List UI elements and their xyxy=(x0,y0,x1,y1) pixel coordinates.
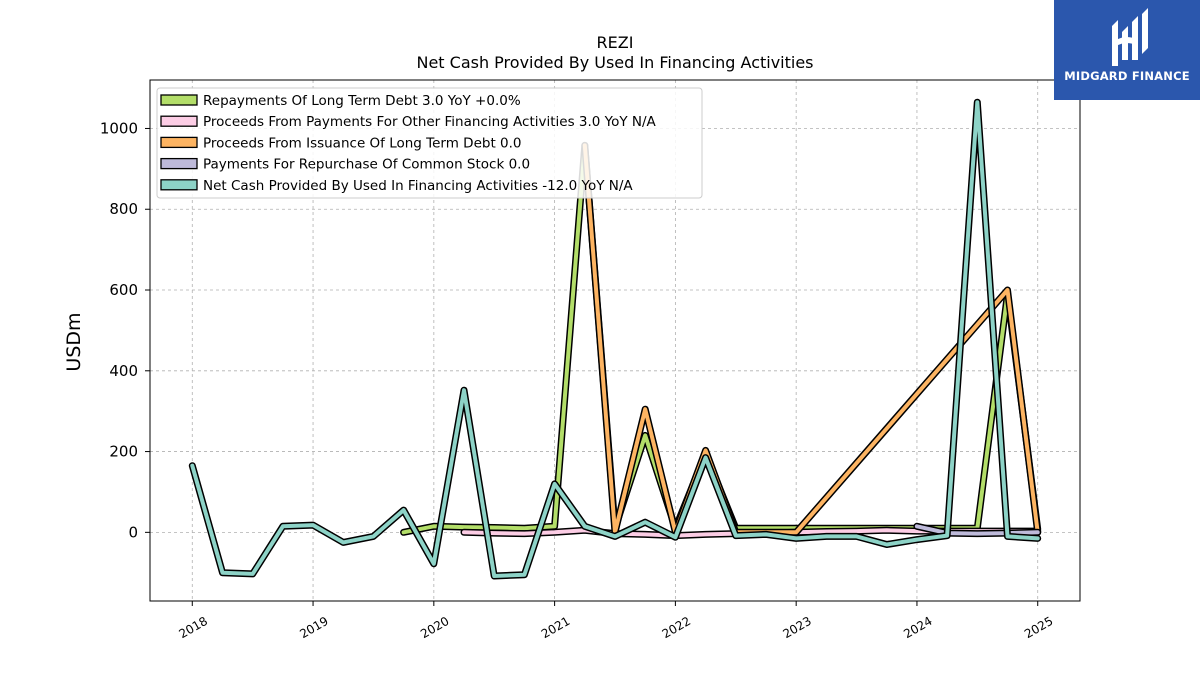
plot-series xyxy=(188,98,1042,580)
midgard-logo-icon xyxy=(1112,8,1148,66)
y-tick-label: 1000 xyxy=(100,119,138,137)
brand-name: MIDGARD FINANCE xyxy=(1064,69,1190,83)
x-tick-label: 2022 xyxy=(660,614,693,641)
brand-logo: MIDGARD FINANCE xyxy=(1054,0,1200,100)
plot-frame xyxy=(149,79,1081,602)
chart-subtitle: Net Cash Provided By Used In Financing A… xyxy=(416,53,813,72)
y-tick-label: 400 xyxy=(109,362,138,380)
x-tick-label: 2021 xyxy=(539,614,572,641)
legend-swatch xyxy=(160,136,198,149)
x-tick-label: 2020 xyxy=(418,614,451,641)
x-tick-label: 2023 xyxy=(780,614,813,641)
y-axis-label: USDm xyxy=(63,312,85,371)
series-0 xyxy=(400,141,1042,536)
legend-label: Proceeds From Issuance Of Long Term Debt… xyxy=(203,135,522,151)
x-tick-label: 2024 xyxy=(901,614,934,641)
series-line xyxy=(190,100,1040,578)
legend-label: Proceeds From Payments For Other Financi… xyxy=(203,114,657,130)
y-tick-label: 0 xyxy=(128,523,138,541)
series-line xyxy=(914,524,1040,536)
series-line-outline xyxy=(400,141,1042,536)
y-tick-label: 800 xyxy=(109,200,138,218)
series-line xyxy=(401,143,1040,535)
legend-box xyxy=(156,87,703,199)
x-tick-label: 2019 xyxy=(297,614,330,641)
legend-swatch xyxy=(160,94,198,106)
x-tick-label: 2025 xyxy=(1022,614,1055,641)
legend-swatch xyxy=(160,179,198,191)
legend-swatch xyxy=(160,157,198,170)
series-4 xyxy=(188,98,1042,580)
legend-label: Repayments Of Long Term Debt 3.0 YoY +0.… xyxy=(203,93,521,109)
legend: Repayments Of Long Term Debt 3.0 YoY +0.… xyxy=(156,87,703,199)
y-tick-label: 200 xyxy=(109,443,138,461)
x-tick-label: 2018 xyxy=(177,614,210,641)
legend-swatch xyxy=(160,115,198,127)
chart-title: REZI xyxy=(597,33,634,52)
y-tick-label: 600 xyxy=(109,281,138,299)
legend-label: Payments For Repurchase Of Common Stock … xyxy=(203,157,530,173)
legend-label: Net Cash Provided By Used In Financing A… xyxy=(203,178,633,194)
